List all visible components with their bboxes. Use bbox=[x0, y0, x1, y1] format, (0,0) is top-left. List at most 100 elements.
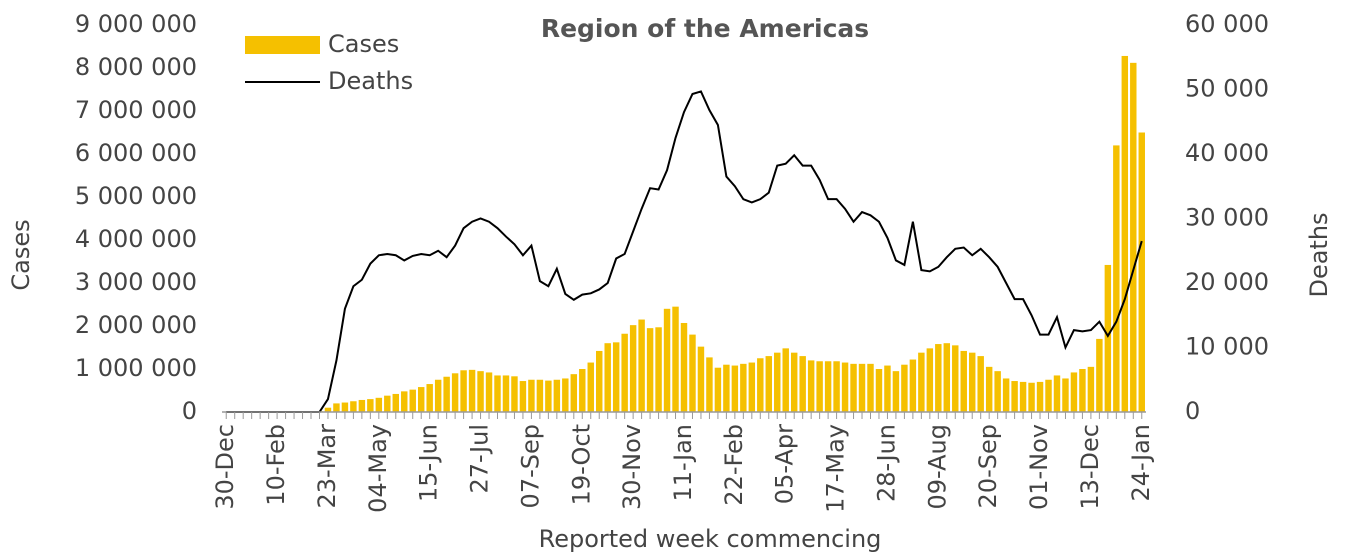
bar bbox=[570, 374, 578, 412]
chart-title: Region of the Americas bbox=[541, 14, 869, 43]
x-tick-label: 05-Apr bbox=[771, 424, 799, 504]
bar bbox=[426, 384, 433, 412]
bar bbox=[596, 350, 603, 412]
bar bbox=[824, 361, 832, 412]
bar bbox=[1062, 378, 1069, 412]
bar bbox=[757, 358, 764, 412]
bar bbox=[985, 366, 993, 412]
bar bbox=[562, 378, 569, 412]
x-tick-label: 07-Sep bbox=[516, 424, 544, 508]
bar bbox=[502, 375, 510, 412]
y-tick-label: 9 000 000 bbox=[75, 10, 197, 38]
bar bbox=[960, 350, 967, 412]
bar bbox=[333, 403, 340, 412]
y2-tick-label: 10 000 bbox=[1185, 333, 1269, 361]
bar bbox=[350, 401, 357, 412]
bar bbox=[782, 348, 789, 412]
bar bbox=[1070, 372, 1078, 412]
y-tick-label: 8 000 000 bbox=[75, 53, 197, 81]
y-tick-label: 2 000 000 bbox=[75, 311, 197, 339]
bar bbox=[740, 363, 747, 412]
bar bbox=[587, 362, 594, 412]
bar bbox=[451, 373, 459, 412]
x-tick-label: 15-Jun bbox=[415, 424, 443, 502]
y-tick-label: 0 bbox=[182, 397, 197, 425]
bar bbox=[579, 369, 586, 412]
bar bbox=[629, 325, 637, 412]
x-tick-label: 27-Jul bbox=[466, 424, 494, 494]
bar bbox=[604, 343, 611, 412]
bar bbox=[341, 402, 349, 412]
bar bbox=[765, 356, 772, 412]
x-tick-label: 30-Nov bbox=[618, 424, 646, 510]
x-tick-label: 10-Feb bbox=[262, 424, 290, 506]
x-tick-label: 09-Aug bbox=[923, 424, 951, 510]
x-tick-label: 01-Nov bbox=[1025, 424, 1053, 510]
bar bbox=[1011, 381, 1018, 412]
bar bbox=[519, 381, 527, 412]
bar bbox=[384, 395, 391, 412]
bar bbox=[1079, 369, 1086, 412]
bar bbox=[434, 379, 442, 412]
y2-axis-title: Deaths bbox=[1305, 212, 1333, 297]
y2-tick-label: 50 000 bbox=[1185, 75, 1269, 103]
y2-tick-label: 20 000 bbox=[1185, 268, 1269, 296]
bar bbox=[723, 364, 730, 412]
bar bbox=[952, 345, 959, 412]
bar bbox=[799, 356, 806, 412]
x-tick-label: 20-Sep bbox=[974, 424, 1002, 508]
bar bbox=[1104, 264, 1112, 412]
bar bbox=[494, 375, 501, 412]
y2-tick-label: 0 bbox=[1185, 397, 1200, 425]
bar bbox=[1053, 375, 1061, 412]
y-tick-label: 7 000 000 bbox=[75, 96, 197, 124]
bar bbox=[655, 327, 662, 412]
bar bbox=[443, 376, 450, 412]
bar bbox=[460, 370, 467, 412]
bar bbox=[918, 352, 925, 412]
x-tick-label: 23-Mar bbox=[313, 424, 341, 509]
bar bbox=[621, 333, 628, 412]
bar bbox=[401, 391, 408, 412]
x-tick-label: 17-May bbox=[822, 424, 850, 513]
x-axis-title: Reported week commencing bbox=[539, 525, 882, 553]
bar bbox=[680, 322, 688, 412]
line bbox=[226, 90, 1143, 413]
bar bbox=[807, 360, 815, 412]
y-tick-label: 6 000 000 bbox=[75, 139, 197, 167]
bar bbox=[1087, 366, 1095, 412]
bar bbox=[748, 362, 756, 412]
y2-tick-label: 40 000 bbox=[1185, 139, 1269, 167]
bar bbox=[816, 361, 823, 412]
bar bbox=[774, 352, 781, 412]
bar bbox=[833, 361, 840, 412]
bar bbox=[875, 369, 883, 412]
y-tick-label: 1 000 000 bbox=[75, 354, 197, 382]
bar bbox=[689, 334, 696, 412]
bar bbox=[706, 357, 713, 412]
bar bbox=[468, 369, 476, 412]
y2-tick-label: 30 000 bbox=[1185, 204, 1269, 232]
x-tick-label: 30-Dec bbox=[211, 424, 239, 510]
bar bbox=[858, 363, 866, 412]
bar bbox=[994, 371, 1001, 412]
bar bbox=[553, 379, 561, 412]
bar bbox=[646, 328, 654, 412]
bar bbox=[324, 407, 332, 412]
x-tick-label: 24-Jan bbox=[1127, 424, 1155, 502]
bar bbox=[545, 380, 552, 412]
bar bbox=[1130, 62, 1137, 413]
bar bbox=[714, 367, 722, 412]
bar bbox=[477, 371, 484, 412]
bar bbox=[790, 352, 798, 412]
y-tick-label: 5 000 000 bbox=[75, 182, 197, 210]
bar bbox=[1121, 55, 1129, 413]
legend-label: Deaths bbox=[328, 67, 413, 95]
x-tick-label: 04-May bbox=[364, 424, 392, 513]
bar bbox=[1019, 381, 1027, 412]
x-tick-label: 19-Oct bbox=[567, 424, 595, 505]
bar bbox=[1113, 145, 1120, 412]
bar bbox=[1002, 378, 1010, 412]
